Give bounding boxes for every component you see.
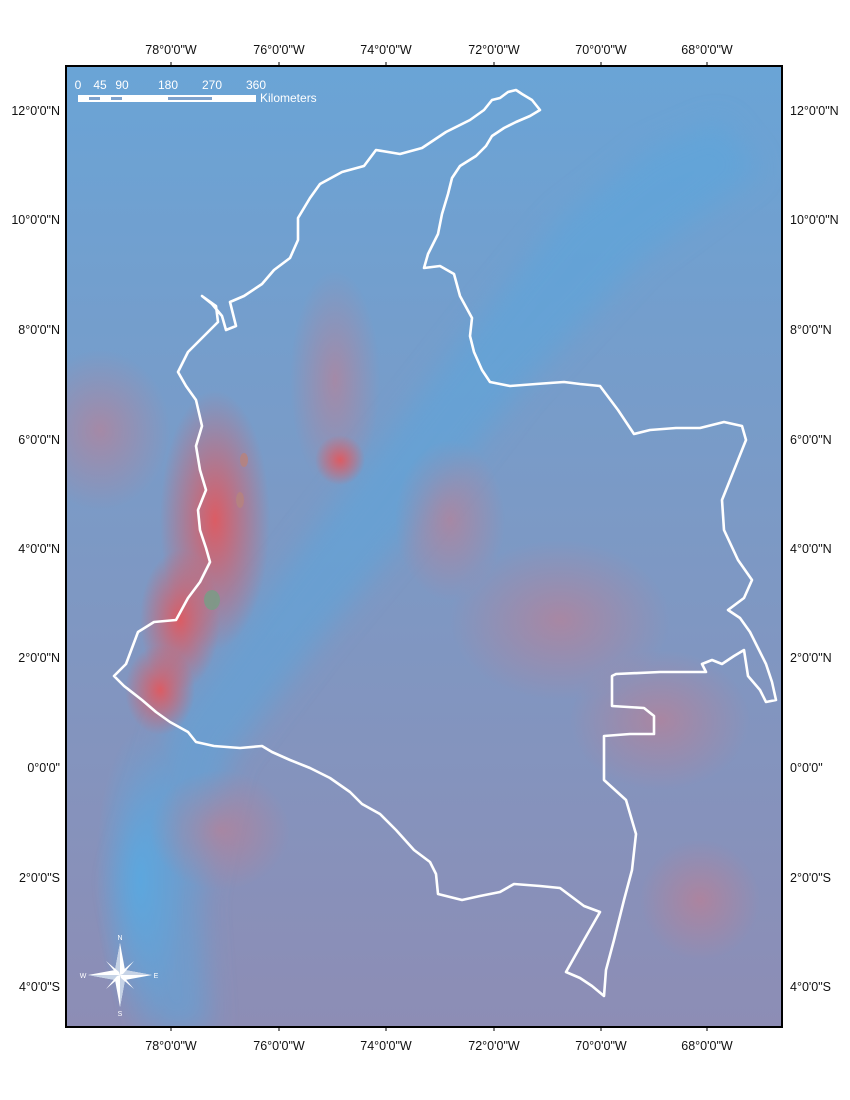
scale-tick-label: 0 <box>75 78 82 92</box>
lon-label: 76°0'0"W <box>253 1039 305 1053</box>
longitude-labels-bottom: 78°0'0"W 76°0'0"W 74°0'0"W 72°0'0"W 70°0… <box>145 1039 733 1053</box>
lat-label: 2°0'0"N <box>790 651 832 665</box>
scale-bar: 0 45 90 180 270 360 Kilometers <box>75 78 317 105</box>
lon-label: 70°0'0"W <box>575 1039 627 1053</box>
scale-tick-label: 360 <box>246 78 266 92</box>
lon-label: 68°0'0"W <box>681 43 733 57</box>
lon-label: 74°0'0"W <box>360 1039 412 1053</box>
scale-unit-label: Kilometers <box>260 91 317 105</box>
compass-e-label: E <box>154 973 159 980</box>
lat-label: 2°0'0"N <box>18 651 60 665</box>
country-outline <box>112 88 778 998</box>
scale-tick-label: 180 <box>158 78 178 92</box>
lat-label: 10°0'0"N <box>790 213 839 227</box>
scale-tick-label: 270 <box>202 78 222 92</box>
compass-s-label: S <box>118 1011 123 1018</box>
lat-label: 12°0'0"N <box>11 104 60 118</box>
latitude-labels-left: 12°0'0"N 10°0'0"N 8°0'0"N 6°0'0"N 4°0'0"… <box>11 104 60 994</box>
scale-tick-label: 45 <box>93 78 107 92</box>
longitude-ticks <box>170 62 708 1031</box>
compass-rose-icon: N S E W <box>80 935 159 1018</box>
lon-label: 78°0'0"W <box>145 43 197 57</box>
lon-label: 68°0'0"W <box>681 1039 733 1053</box>
lat-label: 8°0'0"N <box>790 323 832 337</box>
lon-label: 70°0'0"W <box>575 43 627 57</box>
lat-label: 8°0'0"N <box>18 323 60 337</box>
lat-label: 12°0'0"N <box>790 104 839 118</box>
lat-label: 2°0'0"S <box>790 871 831 885</box>
lon-label: 72°0'0"W <box>468 43 520 57</box>
lat-label: 4°0'0"N <box>18 542 60 556</box>
compass-n-label: N <box>117 935 122 942</box>
latitude-labels-right: 12°0'0"N 10°0'0"N 8°0'0"N 6°0'0"N 4°0'0"… <box>790 104 839 994</box>
lat-label: 6°0'0"N <box>790 433 832 447</box>
compass-w-label: W <box>80 973 87 980</box>
longitude-labels-top: 78°0'0"W 76°0'0"W 74°0'0"W 72°0'0"W 70°0… <box>145 43 733 57</box>
lon-label: 78°0'0"W <box>145 1039 197 1053</box>
lat-label: 6°0'0"N <box>18 433 60 447</box>
lat-label: 0°0'0" <box>27 761 60 775</box>
lon-label: 74°0'0"W <box>360 43 412 57</box>
map-frame <box>65 65 783 1028</box>
lat-label: 4°0'0"S <box>19 980 60 994</box>
lat-label: 4°0'0"N <box>790 542 832 556</box>
raster-surface <box>66 66 782 1027</box>
lat-label: 10°0'0"N <box>11 213 60 227</box>
lat-label: 4°0'0"S <box>790 980 831 994</box>
lon-label: 76°0'0"W <box>253 43 305 57</box>
lat-label: 2°0'0"S <box>19 871 60 885</box>
lon-label: 72°0'0"W <box>468 1039 520 1053</box>
lat-label: 0°0'0" <box>790 761 823 775</box>
scale-tick-label: 90 <box>115 78 129 92</box>
